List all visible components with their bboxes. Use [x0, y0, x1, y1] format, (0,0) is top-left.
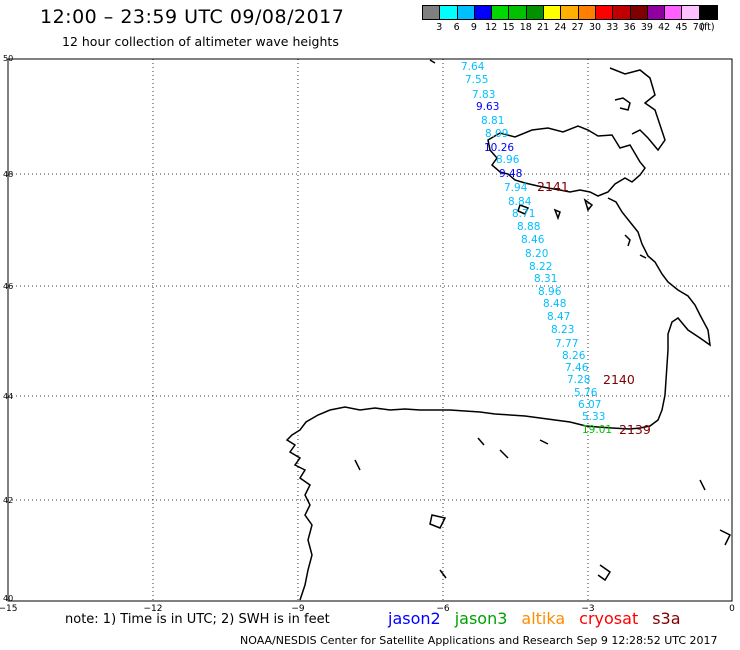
satellite-legend-item: jason3 — [454, 609, 508, 628]
wave-height-value: 8.20 — [525, 248, 548, 260]
color-scale-legend: 3 6 9 12 15 18 21 24 27 30 33 36 39 42 45 70 (ft) — [422, 5, 719, 36]
wave-height-value: 10.26 — [484, 142, 514, 154]
pass-number: 2139 — [619, 422, 651, 437]
satellite-legend-item: cryosat — [579, 609, 639, 628]
scale-label: 45 — [675, 22, 688, 33]
wave-height-value: 8.88 — [517, 221, 540, 233]
map-title: 12:00 – 23:59 UTC 09/08/2017 — [40, 6, 345, 28]
wave-height-value: 7.64 — [461, 61, 485, 73]
scale-swatch — [578, 6, 596, 19]
wave-height-value: 7.83 — [472, 89, 495, 101]
lat-tick-label: 44 — [3, 392, 13, 401]
satellite-legend: jason2 jason3 altika cryosat s3a — [388, 609, 695, 628]
wave-height-value: 8.09 — [485, 128, 508, 140]
lon-tick-label: 0 — [729, 604, 735, 614]
scale-label: (ft) — [700, 22, 715, 33]
wave-height-value: 8.22 — [529, 261, 552, 273]
wave-height-value: 6.07 — [578, 399, 601, 411]
pass-number: 2141 — [537, 179, 569, 194]
wave-height-value: 7.94 — [504, 182, 528, 194]
lon-tick-label: −15 — [0, 604, 18, 614]
scale-swatch — [682, 6, 700, 19]
scale-label: 9 — [470, 22, 477, 33]
scale-swatch — [647, 6, 666, 19]
wave-height-value: 9.63 — [476, 101, 499, 113]
lat-tick-label: 50 — [3, 54, 13, 63]
scale-swatch — [526, 6, 545, 19]
lat-tick-label: 42 — [3, 496, 13, 505]
scale-label: 21 — [537, 22, 550, 33]
wave-height-value: 8.47 — [547, 311, 570, 323]
scale-swatch — [613, 6, 631, 19]
wave-height-value: 7.46 — [565, 362, 589, 374]
wave-height-value: 8.81 — [481, 115, 504, 127]
scale-swatch — [474, 6, 493, 19]
lon-tick-label: −9 — [291, 604, 305, 614]
wave-height-value: 8.96 — [538, 286, 562, 298]
scale-swatch — [630, 6, 648, 19]
scale-swatch — [492, 6, 510, 19]
wave-height-value: 5.33 — [582, 411, 605, 423]
scale-label: 30 — [588, 22, 602, 33]
wave-height-value: 5.76 — [574, 387, 598, 399]
wave-height-value: 7.28 — [567, 374, 590, 386]
wave-height-value: 7.77 — [555, 338, 578, 350]
wave-height-value: 8.46 — [521, 234, 545, 246]
longitude-labels: −15 −12 −9 −6 −3 0 — [0, 604, 735, 614]
scale-label: 12 — [485, 22, 498, 33]
footer-credit: NOAA/NESDIS Center for Satellite Applica… — [240, 634, 718, 647]
scale-label: 42 — [658, 22, 671, 33]
units-note: note: 1) Time is in UTC; 2) SWH is in fe… — [65, 612, 330, 627]
scale-swatch — [544, 6, 562, 19]
scale-label: 39 — [640, 22, 653, 33]
satellite-legend-item: s3a — [652, 609, 681, 628]
color-scale-labels: 3 6 9 12 15 18 21 24 27 30 33 36 39 42 45 70 (ft) — [422, 22, 718, 36]
coastline — [285, 59, 732, 601]
scale-label: 24 — [554, 22, 567, 33]
scale-label: 3 — [436, 22, 443, 33]
lat-tick-label: 46 — [3, 282, 13, 291]
scale-swatch — [595, 6, 614, 19]
scale-swatch — [665, 6, 683, 19]
latitude-labels: 50 48 46 44 42 40 — [3, 54, 13, 603]
color-scale-swatches — [422, 5, 719, 20]
lat-tick-label: 48 — [3, 170, 13, 179]
scale-label: 70 — [692, 22, 705, 33]
satellite-legend-item: altika — [521, 609, 566, 628]
pass-number-labels: 2141 2140 2139 — [537, 179, 651, 437]
map-frame — [7, 58, 733, 602]
wave-height-value: 8.26 — [562, 350, 586, 362]
wave-height-value: 9.48 — [499, 168, 522, 180]
lat-tick-label: 40 — [3, 594, 13, 603]
lon-tick-label: −3 — [581, 604, 594, 614]
wave-height-value: 8.48 — [543, 298, 566, 310]
scale-label: 15 — [502, 22, 515, 33]
wave-height-value: 8.96 — [496, 154, 520, 166]
satellite-legend-item: jason2 — [388, 609, 441, 628]
pass-number: 2140 — [603, 372, 635, 387]
scale-swatch — [440, 6, 458, 19]
map-grid — [8, 59, 732, 601]
scale-swatch — [423, 6, 441, 19]
wave-height-value: 8.71 — [512, 208, 535, 220]
lon-tick-label: −6 — [436, 604, 450, 614]
wave-height-observations: 7.647.557.839.638.818.0910.268.969.487.9… — [461, 61, 612, 436]
scale-swatch — [457, 6, 475, 19]
scale-swatch — [699, 6, 718, 19]
scale-swatch — [509, 6, 527, 19]
wave-height-value: 7.55 — [465, 74, 488, 86]
wave-height-value: 8.84 — [508, 196, 532, 208]
lon-tick-label: −12 — [144, 604, 163, 614]
scale-label: 18 — [519, 22, 532, 33]
wave-height-value: 19.01 — [582, 424, 612, 436]
map-subtitle: 12 hour collection of altimeter wave hei… — [62, 34, 339, 49]
scale-label: 27 — [571, 22, 584, 33]
scale-swatch — [561, 6, 579, 19]
scale-label: 36 — [623, 22, 636, 33]
wave-height-value: 8.31 — [534, 273, 557, 285]
scale-label: 6 — [453, 22, 460, 33]
wave-height-value: 8.23 — [551, 324, 574, 336]
scale-label: 33 — [606, 22, 619, 33]
